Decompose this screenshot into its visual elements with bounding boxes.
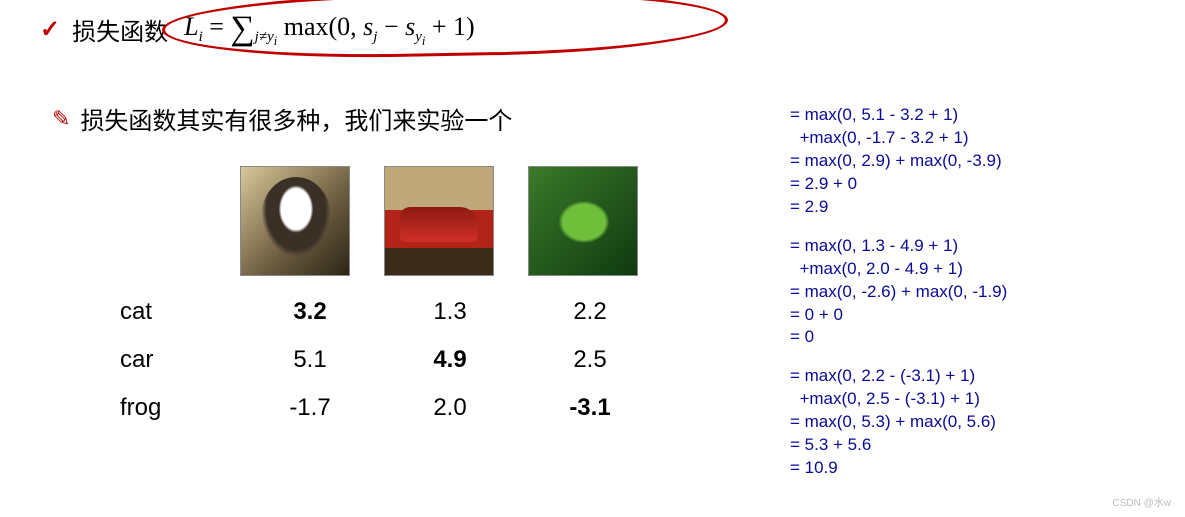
row-label: cat [120,298,240,326]
score-cell: 3.2 [240,298,380,326]
heading1: 损失函数 [72,12,168,47]
image-row [240,166,660,276]
calc-line: = max(0, 2.9) + max(0, -3.9) [790,150,1007,173]
calc-block: = max(0, 2.2 - (-3.1) + 1) +max(0, 2.5 -… [790,365,1007,480]
calc-block: = max(0, 1.3 - 4.9 + 1) +max(0, 2.0 - 4.… [790,235,1007,350]
calculation-column: = max(0, 5.1 - 3.2 + 1) +max(0, -1.7 - 3… [760,104,1007,496]
heading2: 损失函数其实有很多种，我们来实验一个 [80,101,512,136]
score-cell: -1.7 [240,394,380,422]
calc-line: +max(0, 2.0 - 4.9 + 1) [790,258,1007,281]
heading-row-1: ✓ 损失函数 Li = ∑j≠yi max(0, sj − syi + 1) [0,0,1185,57]
cat-image [240,166,350,276]
score-cell: 1.3 [380,298,520,326]
left-column: cat3.21.32.2 car5.14.92.5 frog-1.72.0-3.1 [0,136,660,422]
score-cell: 2.2 [520,298,660,326]
score-cell: -3.1 [520,394,660,422]
calc-line: = 0 + 0 [790,304,1007,327]
row-label: car [120,346,240,374]
score-cell: 2.5 [520,346,660,374]
car-image [384,166,494,276]
calc-line: = 2.9 + 0 [790,173,1007,196]
score-cell: 2.0 [380,394,520,422]
calc-block: = max(0, 5.1 - 3.2 + 1) +max(0, -1.7 - 3… [790,104,1007,219]
check-icon: ✓ [40,15,60,44]
calc-line: = max(0, 5.1 - 3.2 + 1) [790,104,1007,127]
score-table: cat3.21.32.2 car5.14.92.5 frog-1.72.0-3.1 [120,298,660,422]
score-cell: 5.1 [240,346,380,374]
calc-line: = max(0, 1.3 - 4.9 + 1) [790,235,1007,258]
row-label: frog [120,394,240,422]
score-cell: 4.9 [380,346,520,374]
calc-line: = max(0, 2.2 - (-3.1) + 1) [790,365,1007,388]
calc-line: = 0 [790,326,1007,349]
pen-icon: ✎ [52,106,70,132]
calc-line: = max(0, -2.6) + max(0, -1.9) [790,281,1007,304]
frog-image [528,166,638,276]
watermark: CSDN @水w [1113,494,1172,509]
calc-line: = max(0, 5.3) + max(0, 5.6) [790,411,1007,434]
loss-formula: Li = ∑j≠yi max(0, sj − syi + 1) [184,12,475,41]
formula-container: Li = ∑j≠yi max(0, sj − syi + 1) [172,2,505,57]
calc-line: = 5.3 + 5.6 [790,434,1007,457]
calc-line: = 10.9 [790,457,1007,480]
calc-line: = 2.9 [790,196,1007,219]
calc-line: +max(0, -1.7 - 3.2 + 1) [790,127,1007,150]
calc-line: +max(0, 2.5 - (-3.1) + 1) [790,388,1007,411]
